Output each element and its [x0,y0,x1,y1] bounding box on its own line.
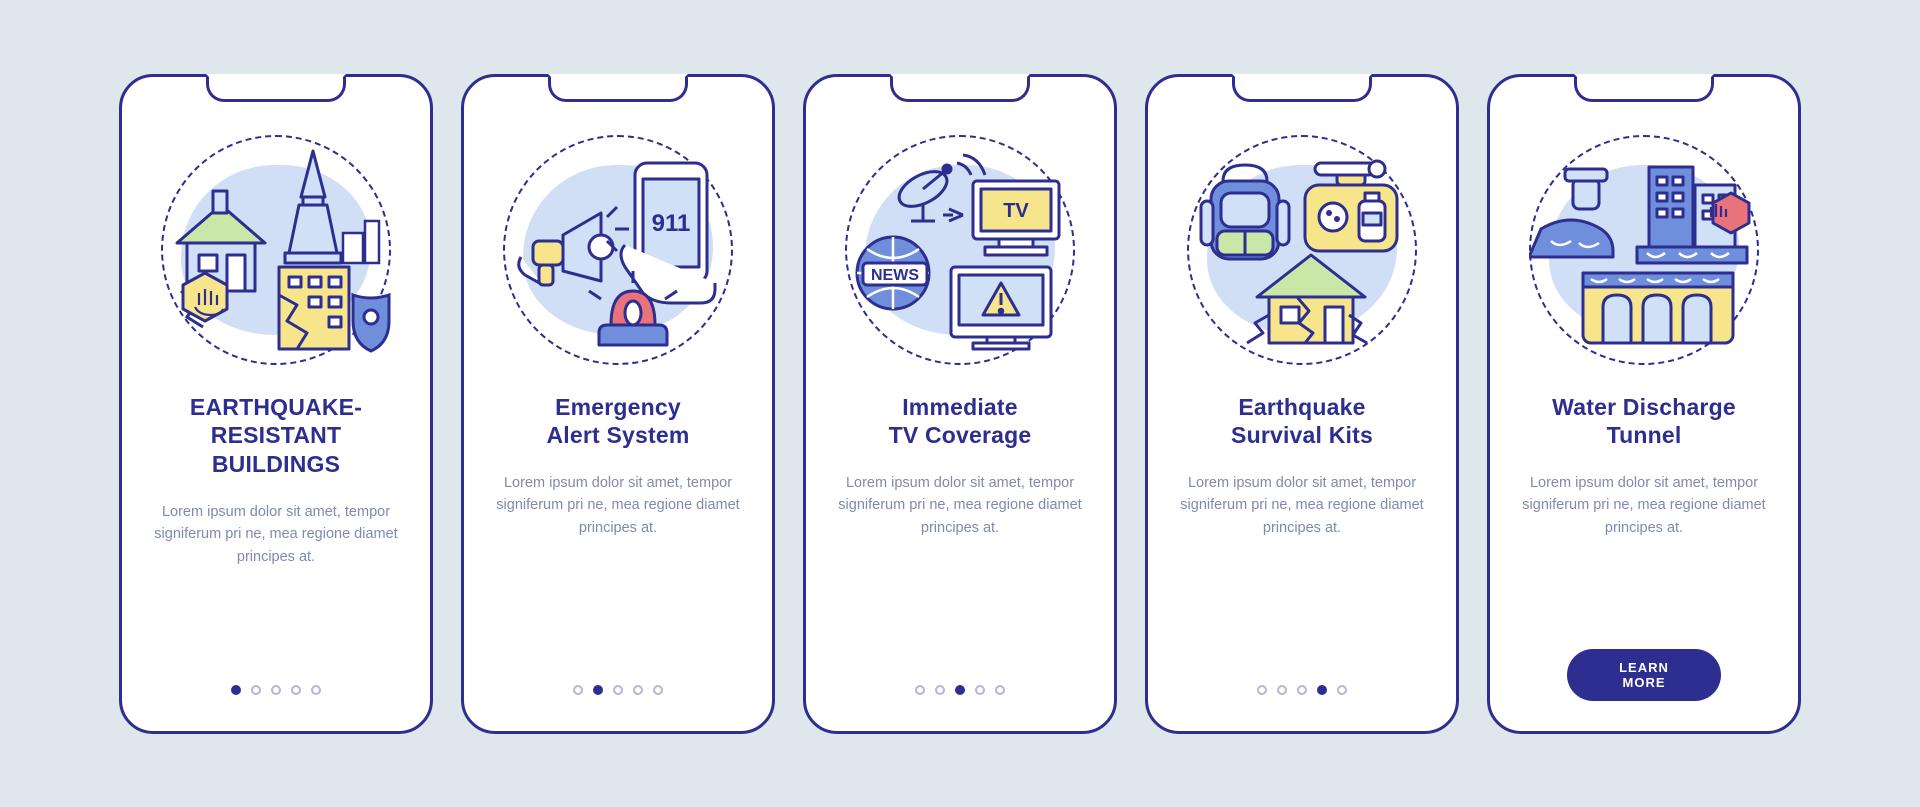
dot-1[interactable] [573,685,583,695]
screen-body: Lorem ipsum dolor sit amet, tempor signi… [148,501,404,568]
learn-more-button[interactable]: LEARN MORE [1567,649,1721,701]
buildings-icon [161,145,391,355]
title-line2: Tunnel [1607,422,1682,448]
dot-3[interactable] [613,685,623,695]
dot-2[interactable] [251,685,261,695]
title-line2: Alert System [546,422,689,448]
tunnel-icon [1529,145,1759,355]
illustration-tv: TV NEWS [830,125,1090,375]
screen-body: Lorem ipsum dolor sit amet, tempor signi… [1516,472,1772,539]
dot-4[interactable] [975,685,985,695]
onboarding-screen-tv: TV NEWS Im [803,74,1117,734]
dot-4[interactable] [291,685,301,695]
illustration-alert: 911 [488,125,748,375]
phone-notch [1232,74,1372,102]
dot-1[interactable] [915,685,925,695]
pagination-dots [1257,685,1347,695]
title-line1: Earthquake [1238,394,1365,420]
pagination-dots [231,685,321,695]
title-line2: Survival Kits [1231,422,1373,448]
dot-2[interactable] [935,685,945,695]
dot-3[interactable] [271,685,281,695]
dot-5[interactable] [1337,685,1347,695]
svg-text:NEWS: NEWS [871,267,919,284]
illustration-tunnel [1514,125,1774,375]
screen-title: Earthquake Survival Kits [1231,393,1373,451]
phone-notch [206,74,346,102]
title-line2: BUILDINGS [212,451,340,477]
screen-title: Immediate TV Coverage [889,393,1032,451]
onboarding-screen-alert: 911 Emergency Alert Sys [461,74,775,734]
phone-notch [890,74,1030,102]
dot-4[interactable] [1317,685,1327,695]
phone-notch [1574,74,1714,102]
dot-5[interactable] [995,685,1005,695]
kits-icon [1187,145,1417,355]
screen-body: Lorem ipsum dolor sit amet, tempor signi… [1174,472,1430,539]
screen-body: Lorem ipsum dolor sit amet, tempor signi… [832,472,1088,539]
screen-title: Emergency Alert System [546,393,689,451]
onboarding-screen-kits: Earthquake Survival Kits Lorem ipsum dol… [1145,74,1459,734]
dot-2[interactable] [1277,685,1287,695]
svg-text:TV: TV [1003,200,1029,222]
tv-icon: TV NEWS [845,145,1075,355]
screen-title: EARTHQUAKE-RESISTANT BUILDINGS [148,393,404,479]
title-line1: Water Discharge [1552,394,1736,420]
dot-3[interactable] [1297,685,1307,695]
onboarding-screen-tunnel: Water Discharge Tunnel Lorem ipsum dolor… [1487,74,1801,734]
pagination-dots [915,685,1005,695]
onboarding-screen-buildings: EARTHQUAKE-RESISTANT BUILDINGS Lorem ips… [119,74,433,734]
screen-body: Lorem ipsum dolor sit amet, tempor signi… [490,472,746,539]
pagination-dots [573,685,663,695]
title-line2: TV Coverage [889,422,1032,448]
title-line1: Immediate [902,394,1018,420]
dot-4[interactable] [633,685,643,695]
dot-3[interactable] [955,685,965,695]
title-line1: EARTHQUAKE-RESISTANT [190,394,362,449]
dot-5[interactable] [653,685,663,695]
svg-text:911: 911 [652,210,691,237]
dot-1[interactable] [231,685,241,695]
dot-2[interactable] [593,685,603,695]
dot-1[interactable] [1257,685,1267,695]
alert-icon: 911 [503,145,733,355]
phone-notch [548,74,688,102]
title-line1: Emergency [555,394,681,420]
screen-title: Water Discharge Tunnel [1552,393,1736,451]
dot-5[interactable] [311,685,321,695]
illustration-kits [1172,125,1432,375]
illustration-buildings [146,125,406,375]
